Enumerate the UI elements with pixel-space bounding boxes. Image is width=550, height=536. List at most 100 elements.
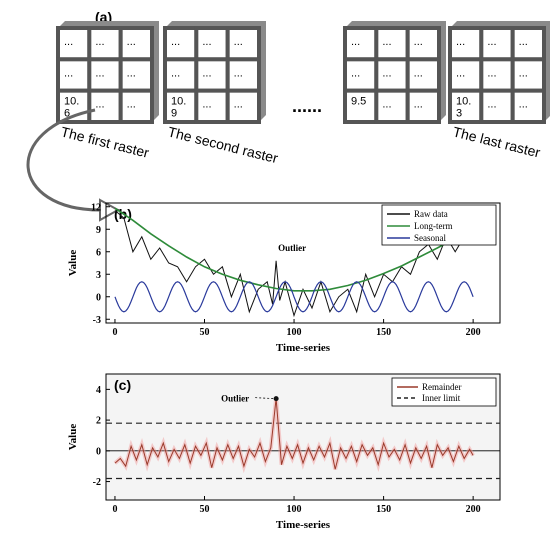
y-tick-label: 6 bbox=[96, 247, 101, 258]
raster-cell bbox=[510, 57, 547, 93]
y-tick-label: 4 bbox=[96, 385, 101, 396]
raster-cell bbox=[87, 88, 123, 124]
raster-cell-value: ... bbox=[127, 36, 136, 48]
raster-cell bbox=[225, 57, 262, 93]
legend-entry: Inner limit bbox=[422, 393, 461, 403]
raster-cell bbox=[56, 26, 92, 62]
raster-cell-value: 10. 3 bbox=[456, 96, 471, 120]
raster-cell bbox=[479, 88, 515, 124]
raster-cell bbox=[118, 88, 154, 124]
raster-cell bbox=[374, 57, 410, 93]
raster-cell-value: ... bbox=[414, 99, 423, 111]
seasonal-line bbox=[114, 281, 474, 313]
raster-cell-value: ... bbox=[95, 67, 104, 79]
remainder-line bbox=[114, 398, 474, 470]
raster-cell bbox=[448, 26, 484, 62]
raster-cell-value: ... bbox=[519, 67, 528, 79]
raster-cell-value: 10. 6 bbox=[64, 96, 79, 120]
raster-cell bbox=[343, 26, 379, 62]
raster-cell bbox=[118, 57, 154, 93]
legend-entry: Long-term bbox=[414, 221, 453, 231]
raster-cell-value: ... bbox=[202, 67, 211, 79]
x-tick-label: 150 bbox=[376, 504, 391, 515]
x-tick-label: 150 bbox=[376, 327, 391, 338]
outlier-annotation: Outlier bbox=[221, 394, 249, 404]
raster-cell-value: ... bbox=[234, 36, 243, 48]
raster-cell bbox=[163, 26, 199, 62]
x-tick-label: 200 bbox=[466, 504, 481, 515]
y-tick-label: 0 bbox=[96, 292, 101, 303]
raster-cell bbox=[510, 88, 547, 124]
raster-grid: ............... ... 10. 9... ... The second r… bbox=[163, 21, 280, 166]
raster-cell-value: ... bbox=[64, 67, 73, 79]
raster-cell bbox=[225, 88, 262, 124]
raster-cell-value: ... bbox=[202, 36, 211, 48]
raster-cell-value: ... bbox=[414, 36, 423, 48]
ellipsis: ...... bbox=[292, 96, 322, 116]
raster-cell bbox=[374, 26, 410, 62]
raster-cell bbox=[448, 57, 484, 93]
raster-cell bbox=[194, 88, 230, 124]
raster-grid: ............... ... 10. 6... ... The first ra… bbox=[56, 21, 159, 161]
legend-box bbox=[391, 377, 497, 407]
raster-cell bbox=[405, 26, 441, 62]
raster-cell bbox=[225, 26, 262, 62]
raster-cell bbox=[448, 88, 484, 124]
outlier-leader bbox=[254, 397, 274, 399]
raster-cell bbox=[479, 26, 515, 62]
raster-cell-value: ... bbox=[202, 99, 211, 111]
raster-cell-value: ... bbox=[351, 36, 360, 48]
x-tick-label: 0 bbox=[112, 327, 117, 338]
legend-entry: Seasonal bbox=[414, 233, 446, 243]
raster-cell-value: ... bbox=[127, 99, 136, 111]
raster-cell bbox=[163, 57, 199, 93]
y-tick-label: 12 bbox=[91, 202, 101, 213]
raster-label: The last raster bbox=[451, 123, 542, 160]
raster-cell bbox=[343, 88, 379, 124]
raster-cell-value: ... bbox=[351, 67, 360, 79]
raster-cell-value: ... bbox=[382, 67, 391, 79]
raster-cell-value: ... bbox=[95, 99, 104, 111]
panel-label: (c) bbox=[114, 377, 131, 393]
legend-entry: Raw data bbox=[414, 209, 448, 219]
raster-cell-value: ... bbox=[127, 67, 136, 79]
y-tick-label: 9 bbox=[96, 225, 101, 236]
curved-arrow-icon bbox=[26, 108, 101, 212]
x-tick-label: 200 bbox=[466, 327, 481, 338]
chart-b: 0 50 100 150 200-3036912Time-seriesValue(b)O… bbox=[67, 202, 501, 354]
raster-cell-value: ... bbox=[487, 67, 496, 79]
arrow-head-icon bbox=[99, 198, 121, 222]
raster-cell bbox=[343, 57, 379, 93]
raster-cell bbox=[405, 57, 441, 93]
raster-cell-value: ... bbox=[171, 36, 180, 48]
raster-cell-value: ... bbox=[95, 36, 104, 48]
raster-cell-value: ... bbox=[234, 99, 243, 111]
y-tick-label: 2 bbox=[96, 416, 101, 427]
y-tick-label: -3 bbox=[93, 315, 101, 326]
x-tick-label: 50 bbox=[200, 327, 210, 338]
raster-grid: ............... ... 10. 3... ... The last ras… bbox=[448, 21, 550, 161]
y-tick-label: 0 bbox=[96, 446, 101, 457]
x-tick-label: 100 bbox=[287, 327, 302, 338]
raster-cell-value: ... bbox=[456, 36, 465, 48]
outlier-marker bbox=[273, 396, 279, 402]
long-term-line bbox=[114, 207, 474, 292]
y-axis-title: Value bbox=[67, 250, 79, 277]
raster-cell bbox=[87, 57, 123, 93]
raster-cell-value: ... bbox=[382, 99, 391, 111]
raster-cell-value: 9.5 bbox=[351, 96, 366, 108]
legend-entry: Remainder bbox=[422, 382, 462, 392]
chart-c: 0 50 100 150 200 -2 0 2 4 Time-series Value (c) Outl… bbox=[67, 373, 501, 531]
outlier-annotation: Outlier bbox=[278, 243, 306, 253]
raster-cell bbox=[87, 26, 123, 62]
raster-cell bbox=[163, 88, 199, 124]
raster-cell-value: ... bbox=[234, 67, 243, 79]
raster-cell bbox=[510, 26, 547, 62]
raster-cell-value: ... bbox=[414, 67, 423, 79]
raster-cell bbox=[374, 88, 410, 124]
raster-cell-value: ... bbox=[487, 36, 496, 48]
raster-cell bbox=[194, 57, 230, 93]
raster-cell-value: ... bbox=[64, 36, 73, 48]
y-axis-title: Value bbox=[67, 424, 79, 451]
raster-cell-value: ... bbox=[171, 67, 180, 79]
